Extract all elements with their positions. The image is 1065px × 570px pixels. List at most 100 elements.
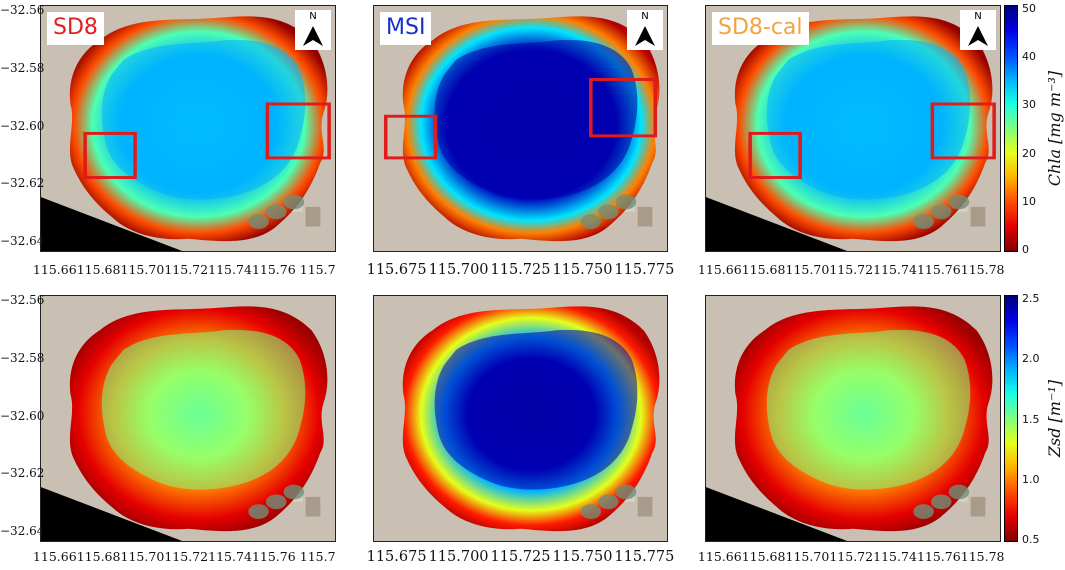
x-tick-label: 115.775 [614, 549, 675, 565]
x-tick-label: 115.775 [614, 262, 675, 278]
x-tick-label: 115.68 [741, 262, 786, 277]
x-tick-label: 115.76 [916, 262, 961, 277]
y-tick-label: −32.56 [0, 3, 45, 17]
vegetation-patch [948, 484, 970, 500]
lake-center [434, 329, 638, 490]
panel-label: SD8-cal [712, 12, 809, 45]
x-tick-label: 115.68 [76, 549, 121, 564]
north-arrow-shape [968, 26, 988, 46]
north-arrow-icon: N [627, 10, 663, 50]
x-tick-label: 115.74 [873, 262, 917, 277]
x-tick-label: 115.700 [428, 549, 489, 565]
x-tick-label: 115.72 [164, 549, 209, 564]
vegetation-patch [580, 504, 602, 519]
colorbar-tick: 2.0 [1022, 352, 1040, 366]
x-tick-label: 115.66 [697, 549, 742, 564]
map-panel-sd8-zsd [40, 295, 336, 542]
lake-center [766, 329, 971, 490]
vegetation-patch [598, 204, 619, 220]
x-tick-label: 115.72 [829, 549, 874, 564]
land-field [970, 206, 986, 227]
vegetation-patch [930, 204, 952, 220]
colorbar-title: Zsd [m⁻¹] [1044, 379, 1064, 457]
map-panel-sd8cal-chla: SD8-cal N [705, 5, 1001, 252]
x-tick-label: 115.70 [120, 549, 165, 564]
colorbar-tick: 0 [1022, 243, 1029, 256]
x-tick-label: 115.78 [960, 262, 1005, 277]
land-field [970, 496, 986, 517]
north-arrow-icon: N [960, 10, 996, 50]
x-tick-label: 115.70 [785, 549, 830, 564]
x-tick-label: 115.74 [873, 549, 917, 564]
vegetation-patch [580, 214, 602, 229]
map-panel-msi-zsd [373, 295, 668, 542]
colorbar-tick: 1.0 [1022, 472, 1040, 486]
north-label: N [641, 11, 649, 22]
x-tick-label: 115.66 [32, 549, 77, 564]
colorbar-tick: 1.5 [1022, 412, 1040, 426]
x-tick-label: 115.74 [208, 262, 252, 277]
map-panel-msi-chla: MSI N [373, 5, 668, 252]
y-tick-label: −32.64 [0, 234, 45, 248]
land-field [637, 206, 653, 227]
colorbar-tick: 20 [1022, 146, 1036, 160]
x-tick-label: 115.750 [552, 262, 613, 278]
land-field [305, 206, 321, 227]
x-tick-label: 115.7 [299, 262, 336, 277]
map-image [41, 296, 335, 541]
vegetation-patch [913, 214, 934, 229]
map-image [706, 296, 1000, 541]
x-tick-label: 115.725 [490, 549, 551, 565]
colorbar-tick: 30 [1022, 98, 1036, 112]
north-arrow-shape [303, 26, 323, 46]
vegetation-patch [615, 484, 637, 500]
vegetation-patch [948, 194, 970, 210]
y-tick-label: −32.58 [0, 60, 45, 75]
highlight-box [383, 114, 438, 160]
x-tick-label: 115.76 [916, 549, 961, 564]
x-tick-label: 115.72 [829, 262, 874, 277]
colorbar-tick: 50 [1022, 2, 1036, 15]
vegetation-patch [913, 504, 934, 519]
y-tick-label: −32.64 [0, 524, 45, 538]
map-panel-sd8-chla: SD8 N [40, 5, 336, 252]
colorbar-zsd [1004, 295, 1018, 542]
vegetation-patch [598, 494, 619, 510]
x-tick-label: 115.72 [164, 262, 209, 277]
lake-center [101, 39, 306, 200]
no-data-wedge [41, 197, 183, 251]
panel-label: SD8 [47, 12, 104, 45]
x-tick-label: 115.7 [299, 549, 336, 564]
x-tick-label: 115.76 [251, 262, 296, 277]
colorbar-title: Chla [mg m⁻³] [1044, 70, 1064, 186]
vegetation-patch [248, 504, 269, 519]
x-tick-label: 115.76 [251, 549, 296, 564]
lake-center [101, 329, 306, 490]
x-tick-label: 115.68 [76, 262, 121, 277]
land-field [637, 496, 653, 517]
lake-center [434, 39, 638, 200]
north-arrow-icon: N [295, 10, 331, 50]
x-tick-label: 115.750 [552, 549, 613, 565]
highlight-box [930, 102, 996, 160]
north-label: N [309, 11, 317, 22]
highlight-box [83, 131, 137, 179]
vegetation-patch [283, 194, 305, 210]
y-tick-label: −32.58 [0, 350, 45, 365]
x-tick-label: 115.725 [490, 262, 551, 278]
x-tick-label: 115.74 [208, 549, 252, 564]
vegetation-patch [283, 484, 305, 500]
highlight-box [265, 102, 331, 160]
colorbar-tick: 2.5 [1022, 292, 1040, 305]
vegetation-patch [615, 194, 637, 210]
vegetation-patch [265, 204, 287, 220]
colorbar-tick: 40 [1022, 50, 1036, 64]
y-tick-label: −32.60 [0, 118, 45, 133]
y-tick-label: −32.62 [0, 176, 45, 191]
x-tick-label: 115.68 [741, 549, 786, 564]
north-arrow-shape [635, 26, 655, 46]
colorbar-tick: 0.5 [1022, 533, 1040, 546]
map-panel-sd8cal-zsd [705, 295, 1001, 542]
no-data-wedge [706, 197, 848, 251]
x-tick-label: 115.78 [960, 549, 1005, 564]
